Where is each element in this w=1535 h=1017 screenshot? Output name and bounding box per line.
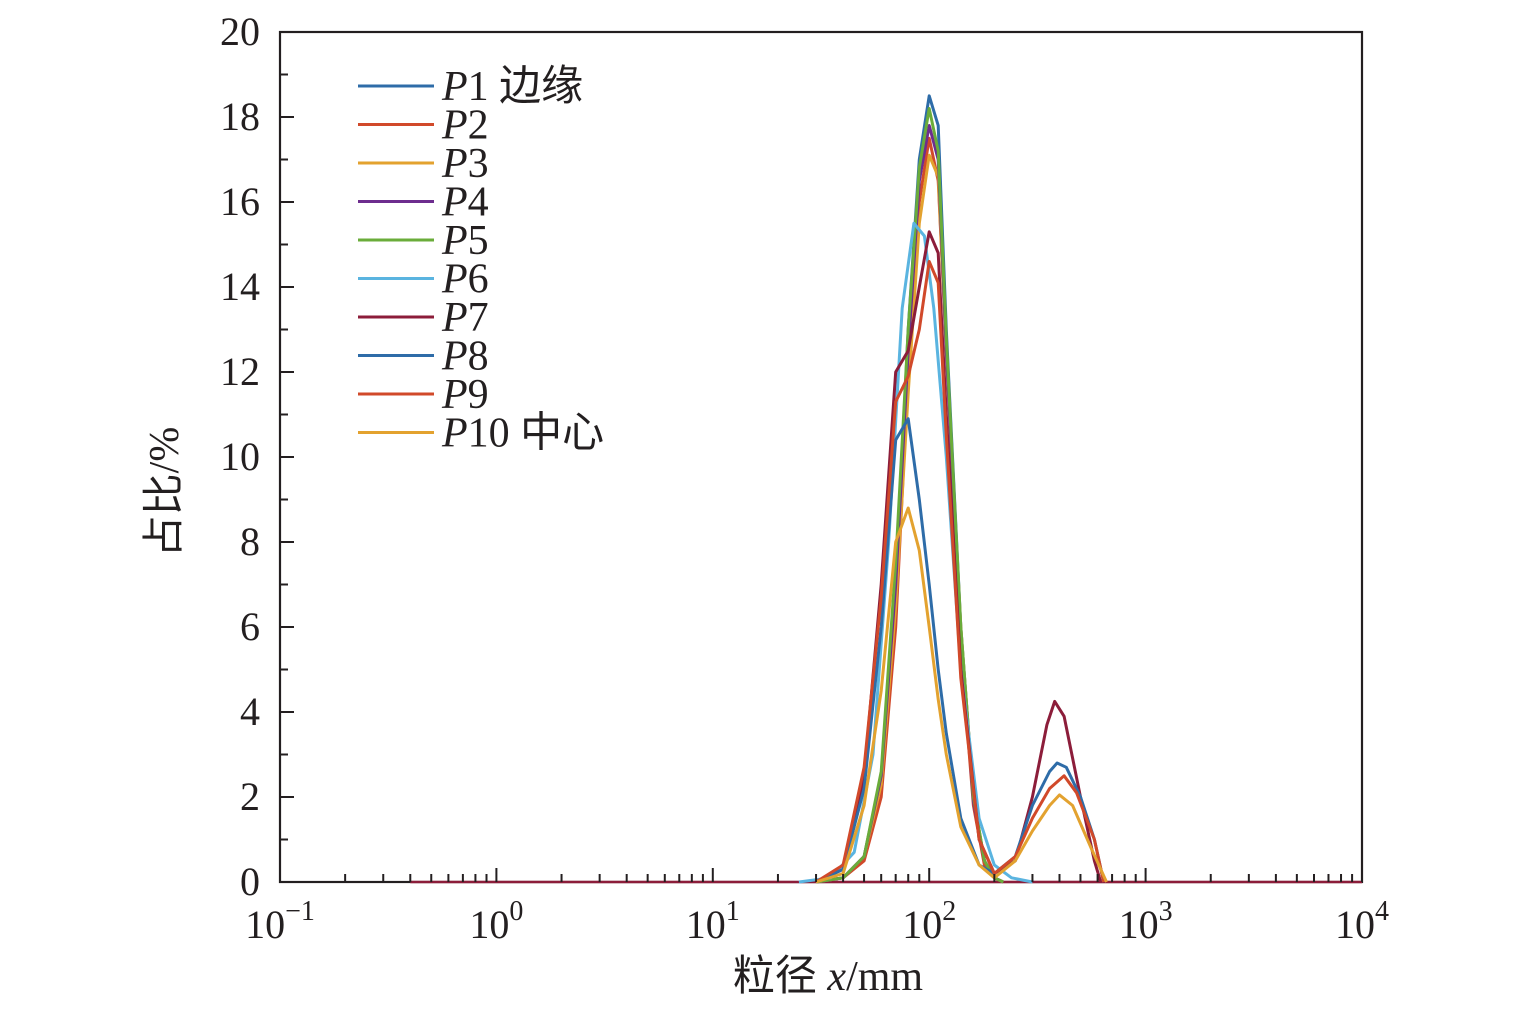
series-line-p4: [815, 124, 1004, 884]
legend-label-p6: P6: [441, 257, 489, 303]
legend-label-p5: P5: [441, 218, 489, 264]
legend-label-p4: P4: [441, 180, 489, 226]
series-layer: [798, 94, 1108, 884]
y-tick-label: 14: [220, 264, 260, 309]
legend-label-p8: P8: [441, 334, 489, 380]
legend-label-p9: P9: [441, 372, 489, 418]
x-tick-label: 102: [902, 896, 956, 947]
legend-label-p1: P1 边缘: [441, 64, 583, 110]
y-tick-label: 20: [220, 9, 260, 54]
y-tick-label: 12: [220, 349, 260, 394]
y-tick-label: 16: [220, 179, 260, 224]
legend-label-p2: P2: [441, 103, 489, 149]
y-tick-label: 6: [240, 604, 260, 649]
legend-label-p10: P10 中心: [441, 411, 604, 457]
y-tick-label: 8: [240, 519, 260, 564]
x-tick-label: 100: [469, 896, 523, 947]
x-tick-label: 104: [1335, 896, 1389, 947]
y-tick-label: 0: [240, 859, 260, 904]
series-line-p6: [798, 221, 1033, 884]
legend-label-p7: P7: [441, 295, 489, 341]
series-line-p1: [815, 94, 1004, 884]
x-axis-title: 粒径 x/mm: [733, 954, 924, 1000]
series-line-p10: [815, 506, 1108, 884]
legend-label-p3: P3: [441, 141, 489, 187]
series-line-p5: [815, 107, 1004, 884]
series-line-p8: [815, 417, 1106, 884]
y-tick-label: 18: [220, 94, 260, 139]
x-tick-label: 103: [1119, 896, 1173, 947]
y-axis-title: 占比/%: [142, 427, 188, 558]
y-tick-label: 2: [240, 774, 260, 819]
x-axis: 10−1 100 101 102 103 104: [245, 868, 1389, 947]
y-tick-label: 10: [220, 434, 260, 479]
y-axis: 0 2 4 6 8 10 12 14 16 18 20: [220, 9, 294, 904]
y-tick-label: 4: [240, 689, 260, 734]
x-tick-label: 10−1: [245, 896, 315, 947]
series-line-p9: [815, 260, 1106, 884]
x-tick-label: 101: [686, 896, 740, 947]
